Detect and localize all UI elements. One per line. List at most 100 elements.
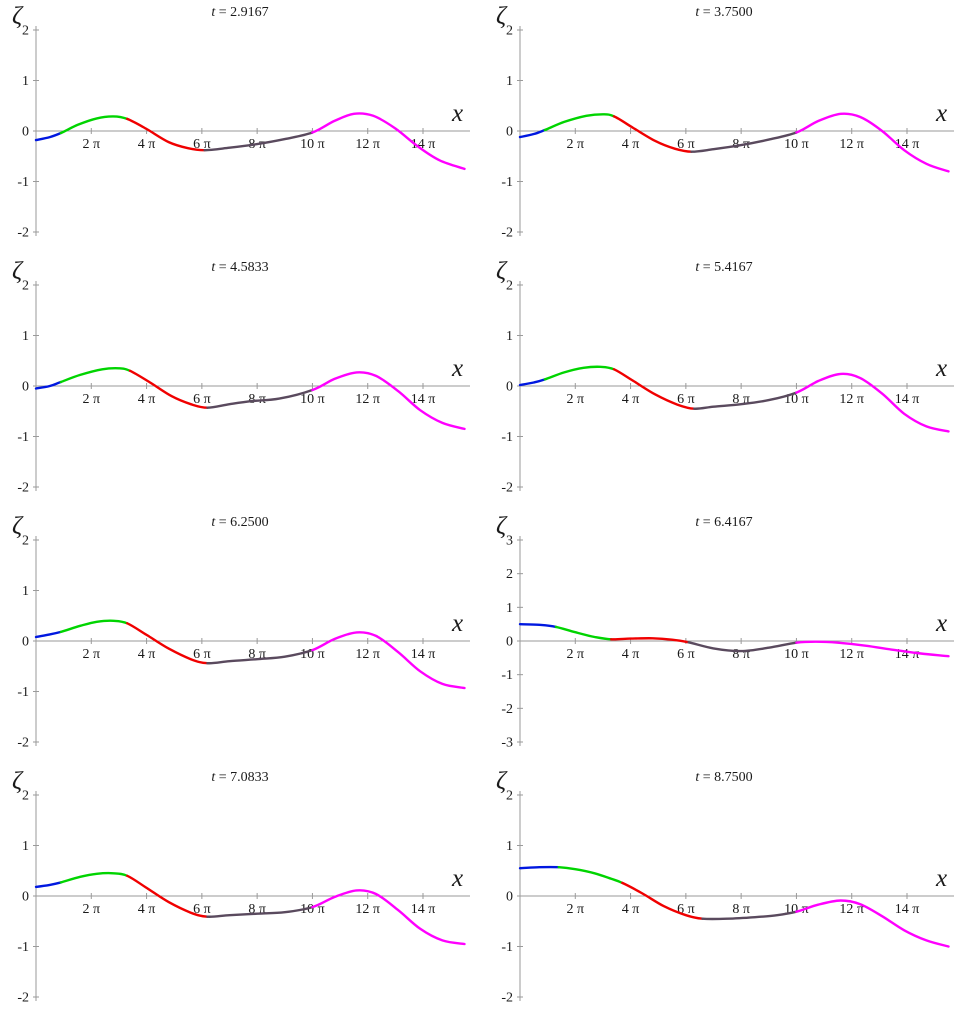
y-tick-label: -1 (17, 940, 29, 955)
wave-curve-segment (612, 115, 693, 153)
wave-curve-segment (621, 881, 704, 920)
x-tick-label: 12 π (839, 392, 864, 407)
y-tick-label: 0 (506, 380, 513, 395)
wave-curve-segment (795, 112, 950, 173)
x-axis-label: x (451, 865, 463, 892)
y-tick-label: -2 (17, 481, 29, 496)
wave-curve-segment (59, 367, 132, 384)
x-tick-label: 12 π (839, 647, 864, 662)
y-tick-label: -1 (501, 175, 513, 190)
x-tick-label: 14 π (895, 902, 920, 917)
y-tick-label: 2 (506, 789, 513, 804)
y-tick-label: -1 (501, 940, 513, 955)
wave-curve-segment (311, 889, 466, 946)
zeta-axis-label: ζ (12, 258, 24, 285)
zeta-axis-label: ζ (496, 258, 508, 285)
y-tick-label: 1 (506, 601, 513, 616)
wave-curve-segment (59, 871, 129, 884)
x-tick-label: 14 π (411, 137, 436, 152)
y-tick-label: -3 (501, 736, 513, 751)
x-tick-label: 4 π (138, 392, 156, 407)
x-tick-label: 12 π (355, 392, 380, 407)
y-tick-label: 1 (22, 584, 29, 599)
zeta-axis-label: ζ (496, 513, 508, 540)
wave-curve-segment (34, 380, 63, 390)
x-tick-label: 6 π (677, 647, 695, 662)
x-tick-label: 2 π (82, 392, 100, 407)
y-tick-label: 0 (22, 635, 29, 650)
x-tick-label: 14 π (411, 902, 436, 917)
y-tick-label: 2 (22, 24, 29, 39)
wave-curve-segment (203, 131, 314, 152)
x-tick-label: 12 π (355, 137, 380, 152)
x-tick-label: 4 π (138, 137, 156, 152)
y-tick-label: -1 (501, 430, 513, 445)
x-tick-label: 6 π (677, 392, 695, 407)
y-tick-label: -2 (17, 991, 29, 1006)
y-tick-label: 0 (506, 635, 513, 650)
y-tick-label: -1 (17, 430, 29, 445)
x-tick-label: 2 π (82, 647, 100, 662)
y-tick-label: 0 (506, 125, 513, 140)
plot-title: t = 4.5833 (211, 260, 268, 275)
x-tick-label: 4 π (622, 392, 640, 407)
x-tick-label: 2 π (82, 902, 100, 917)
x-axis-label: x (451, 355, 463, 382)
wave-curve-segment (128, 369, 209, 409)
x-tick-label: 2 π (566, 392, 584, 407)
x-tick-label: 8 π (732, 902, 750, 917)
x-axis-label: x (935, 355, 947, 382)
wave-curve-segment (518, 865, 560, 870)
x-axis-label: x (935, 100, 947, 127)
y-tick-label: 2 (506, 279, 513, 294)
y-tick-label: 3 (506, 534, 513, 549)
y-tick-label: 2 (22, 279, 29, 294)
wave-curve-segment (795, 899, 950, 948)
plot-title: t = 6.2500 (211, 515, 268, 530)
wave-curve-segment (206, 648, 314, 665)
x-tick-label: 10 π (300, 647, 325, 662)
x-tick-label: 10 π (300, 137, 325, 152)
y-tick-label: -2 (17, 226, 29, 241)
x-tick-label: 6 π (193, 137, 211, 152)
y-tick-label: 2 (506, 24, 513, 39)
wave-curve-segment (543, 365, 616, 381)
y-tick-label: 0 (22, 125, 29, 140)
y-tick-label: -1 (501, 668, 513, 683)
y-tick-label: 1 (506, 74, 513, 89)
y-tick-label: -2 (17, 736, 29, 751)
y-tick-label: -2 (501, 481, 513, 496)
x-tick-label: 6 π (677, 137, 695, 152)
plot-cell-6: 2 π 4 π 6 π 8 π 10 π 12 π 14 π 3 2 1 0 -1 -2 -3 t = 6.… (484, 510, 968, 765)
zeta-axis-label: ζ (496, 3, 508, 30)
plot-title: t = 6.4167 (695, 515, 752, 530)
x-tick-label: 12 π (355, 902, 380, 917)
wave-curve-segment (687, 641, 798, 653)
x-tick-label: 2 π (566, 137, 584, 152)
zeta-axis-label: ζ (12, 768, 24, 795)
wave-plot-panel-6: 2 π 4 π 6 π 8 π 10 π 12 π 14 π 3 2 1 0 -1 -2 -3 t = 6.… (496, 513, 954, 751)
wave-curve-segment (795, 640, 950, 658)
x-tick-label: 10 π (300, 392, 325, 407)
x-axis-label: x (451, 100, 463, 127)
x-axis-label: x (935, 865, 947, 892)
y-tick-label: -1 (17, 175, 29, 190)
y-tick-label: 0 (22, 380, 29, 395)
wave-curve-segment (311, 631, 466, 690)
wave-curve-segment (311, 371, 466, 431)
x-tick-label: 14 π (411, 647, 436, 662)
x-tick-label: 4 π (622, 902, 640, 917)
wave-curve-segment (693, 391, 798, 410)
y-tick-label: 1 (506, 329, 513, 344)
x-tick-label: 2 π (566, 902, 584, 917)
